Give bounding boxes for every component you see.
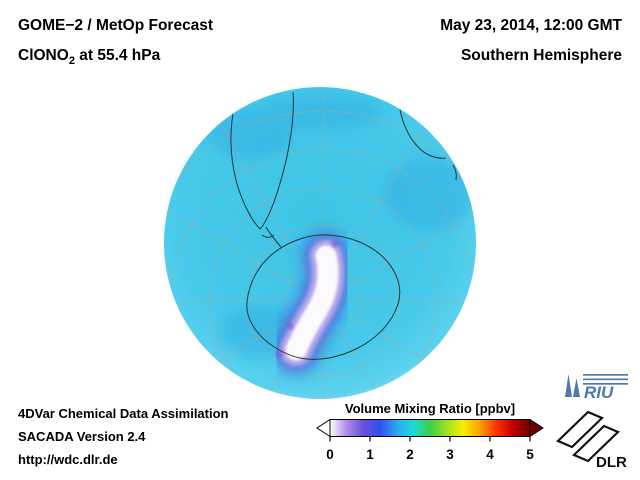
anomaly-speckles (275, 240, 339, 358)
clono2-minimum-anomaly (267, 227, 357, 379)
colorbar: Volume Mixing Ratio [ppbv] 0 1 2 3 4 (315, 401, 545, 467)
species-level-title: ClONO2 at 55.4 hPa (18, 41, 213, 76)
assimilation-text: 4DVar Chemical Data Assimilation (18, 406, 229, 421)
riu-cathedral-icon (565, 374, 628, 397)
version-text: SACADA Version 2.4 (18, 429, 146, 444)
coastline-africa (399, 109, 447, 159)
globe-svg (164, 87, 476, 399)
species-name: ClONO (18, 47, 69, 64)
tick-label-0: 0 (326, 447, 334, 462)
datetime-block: May 23, 2014, 12:00 GMT Southern Hemisph… (440, 11, 622, 71)
coastline-madagascar (452, 164, 457, 181)
dlr-emblem-icon (556, 410, 620, 463)
datetime-text: May 23, 2014, 12:00 GMT (440, 17, 622, 34)
wdc-url-link[interactable]: http://wdc.dlr.de (18, 452, 118, 467)
title-block: GOME−2 / MetOp Forecast ClONO2 at 55.4 h… (18, 11, 213, 76)
species-subscript: 2 (68, 55, 75, 68)
riu-logo: RIU (562, 371, 630, 404)
pressure-level: at 55.4 hPa (74, 47, 161, 64)
colorbar-ticks (329, 437, 531, 442)
tick-label-4: 4 (486, 447, 494, 462)
coastline-antarctic-peninsula (265, 226, 282, 248)
coastline-south-america (230, 91, 294, 230)
colorbar-tick-labels: 0 1 2 3 4 5 (326, 447, 534, 462)
forecast-title: GOME−2 / MetOp Forecast (18, 17, 214, 34)
tick-label-1: 1 (366, 447, 374, 462)
tick-label-2: 2 (406, 447, 414, 462)
dlr-label: DLR (596, 454, 627, 469)
colorbar-right-arrow (529, 419, 544, 438)
coastlines (230, 91, 457, 360)
credits-block: 4DVar Chemical Data Assimilation SACADA … (18, 402, 229, 471)
colorbar-svg: 0 1 2 3 4 5 (316, 419, 544, 462)
colorbar-left-arrow (316, 419, 331, 438)
colorbar-gradient (329, 419, 531, 437)
globe-map (163, 86, 477, 400)
coastline-antarctica (246, 234, 401, 360)
dlr-logo: DLR (552, 403, 630, 474)
colorbar-title: Volume Mixing Ratio [ppbv] (344, 401, 516, 416)
coastline-tierra-del-fuego (261, 234, 275, 238)
riu-label: RIU (584, 383, 614, 399)
hemisphere-text: Southern Hemisphere (460, 47, 622, 64)
tick-label-3: 3 (446, 447, 454, 462)
tick-label-5: 5 (526, 447, 534, 462)
